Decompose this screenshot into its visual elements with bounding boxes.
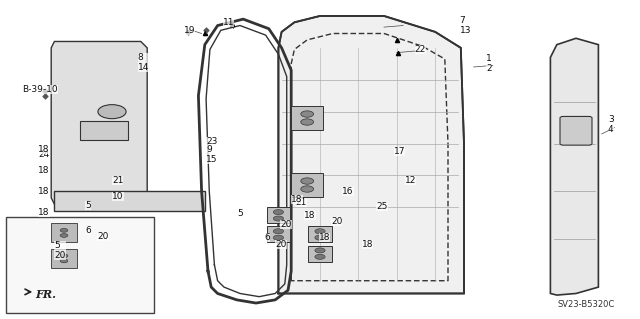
Polygon shape (54, 191, 205, 211)
Circle shape (301, 178, 314, 184)
Text: 10: 10 (112, 192, 124, 201)
Text: 18: 18 (304, 211, 316, 220)
Circle shape (60, 234, 68, 237)
Polygon shape (550, 38, 598, 295)
Circle shape (315, 254, 325, 259)
Text: 6: 6 (264, 233, 270, 242)
Bar (6, 217, 154, 313)
Text: 20: 20 (275, 240, 287, 249)
Text: 18: 18 (38, 145, 50, 154)
FancyBboxPatch shape (291, 173, 323, 197)
Bar (267, 207, 290, 223)
Text: 18: 18 (319, 233, 330, 242)
Text: 24: 24 (38, 150, 50, 159)
Text: 5: 5 (237, 209, 243, 218)
Text: 8
14: 8 14 (138, 53, 149, 72)
Circle shape (315, 235, 325, 240)
Polygon shape (278, 16, 464, 293)
Polygon shape (51, 41, 147, 204)
Circle shape (273, 229, 284, 234)
Circle shape (273, 235, 284, 240)
Text: 7
13: 7 13 (460, 16, 471, 35)
Text: FR.: FR. (35, 289, 56, 300)
Text: 20: 20 (97, 232, 109, 241)
Text: 21: 21 (296, 198, 307, 207)
Text: 18: 18 (362, 240, 373, 249)
Text: 23: 23 (206, 137, 218, 146)
Text: 3
4: 3 4 (608, 115, 614, 134)
FancyBboxPatch shape (51, 223, 77, 242)
Bar (267, 226, 290, 242)
Text: 19: 19 (184, 26, 195, 35)
Circle shape (60, 254, 68, 258)
Bar (80, 121, 128, 140)
Circle shape (60, 228, 68, 232)
Text: 6: 6 (85, 226, 91, 235)
Text: SV23-B5320C: SV23-B5320C (557, 300, 614, 309)
Circle shape (273, 216, 284, 221)
FancyBboxPatch shape (51, 249, 77, 268)
Text: 21: 21 (112, 176, 124, 185)
Circle shape (301, 111, 314, 117)
Text: 16: 16 (342, 187, 354, 196)
Text: 1
2: 1 2 (486, 54, 492, 73)
Circle shape (301, 119, 314, 125)
Text: 5: 5 (85, 201, 91, 210)
Text: 17: 17 (394, 147, 405, 156)
Text: 22: 22 (415, 45, 426, 54)
FancyBboxPatch shape (560, 116, 592, 145)
FancyBboxPatch shape (291, 106, 323, 130)
Text: 25: 25 (376, 202, 388, 211)
Text: 20: 20 (331, 217, 342, 226)
Bar (308, 226, 332, 242)
Circle shape (301, 186, 314, 192)
Circle shape (98, 105, 126, 119)
Text: 11: 11 (223, 18, 234, 27)
Circle shape (60, 259, 68, 263)
Text: 18: 18 (38, 187, 50, 196)
Text: 18: 18 (38, 166, 50, 175)
Circle shape (315, 229, 325, 234)
Circle shape (273, 210, 284, 215)
Text: 5
20: 5 20 (54, 241, 66, 260)
Text: 9
15: 9 15 (206, 145, 218, 164)
Text: B-39-10: B-39-10 (22, 85, 58, 94)
Text: 18: 18 (291, 195, 303, 204)
Circle shape (315, 248, 325, 253)
Text: 12: 12 (405, 176, 417, 185)
Bar (308, 246, 332, 262)
Text: 20: 20 (280, 220, 292, 229)
Text: 18: 18 (38, 208, 50, 217)
